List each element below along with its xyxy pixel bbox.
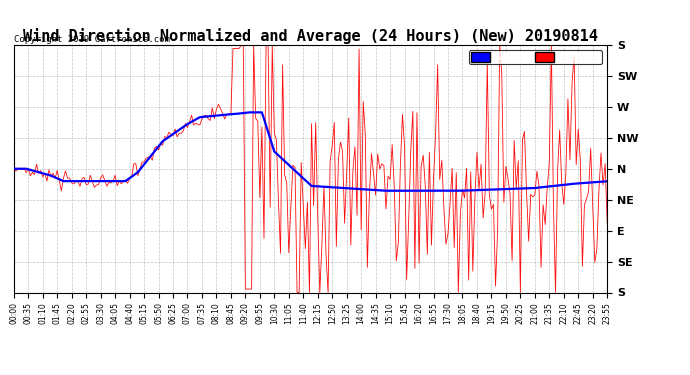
Title: Wind Direction Normalized and Average (24 Hours) (New) 20190814: Wind Direction Normalized and Average (2… <box>23 28 598 44</box>
Text: Copyright 2019 Cartronics.com: Copyright 2019 Cartronics.com <box>14 35 170 44</box>
Legend: Average, Direction: Average, Direction <box>469 50 602 64</box>
